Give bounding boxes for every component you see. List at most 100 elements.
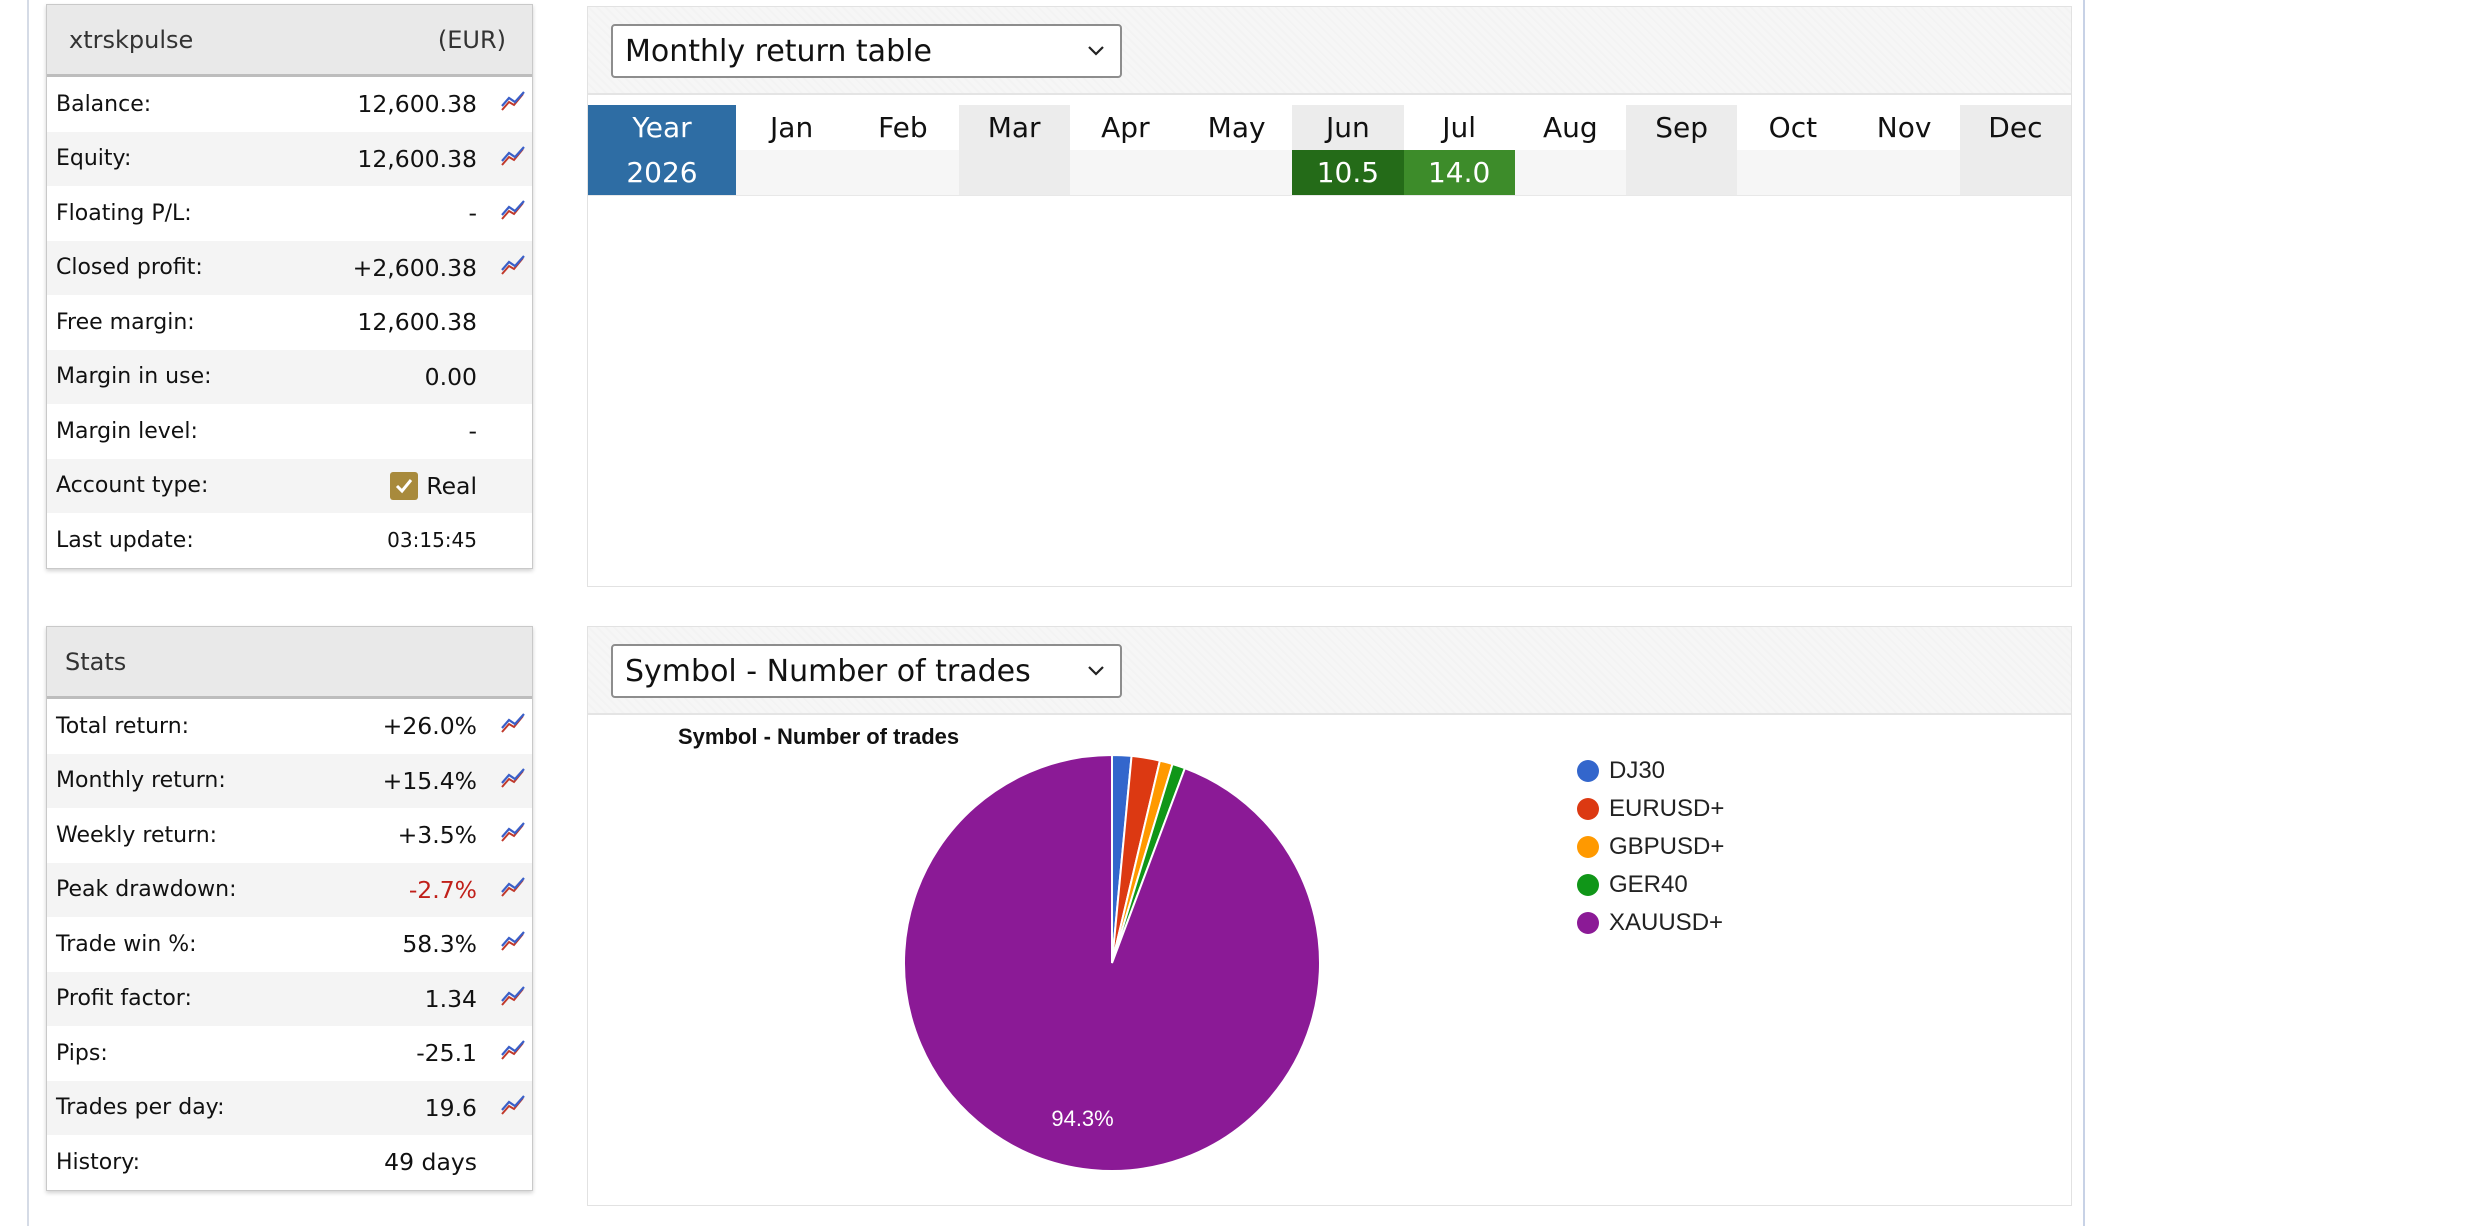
line-chart-icon[interactable] xyxy=(500,821,526,845)
account-row-label: Closed profit: xyxy=(56,255,203,281)
chevron-down-icon xyxy=(1088,666,1104,676)
account-row: Floating P/L: - xyxy=(47,186,532,241)
stats-row-label: Total return: xyxy=(56,713,190,739)
legend-item[interactable]: GBPUSD+ xyxy=(1577,828,1724,866)
account-row: Closed profit: +2,600.38 xyxy=(47,240,532,295)
account-row-label: Balance: xyxy=(56,91,152,117)
legend-item[interactable]: XAUUSD+ xyxy=(1577,904,1724,942)
stats-row-label: Trades per day: xyxy=(56,1095,225,1121)
account-type-text: Real xyxy=(426,471,477,500)
symbol-view-select-value: Symbol - Number of trades xyxy=(625,653,1031,689)
month-value-sep xyxy=(1626,150,1738,196)
month-header-sep: Sep xyxy=(1626,105,1738,150)
account-row-value: - xyxy=(468,417,477,446)
stats-row-value: +26.0% xyxy=(382,712,477,741)
month-value-jan xyxy=(736,150,848,196)
pie-chart-title: Symbol - Number of trades xyxy=(678,724,960,749)
stats-panel: Stats Total return: +26.0% Monthly return:… xyxy=(46,626,533,1191)
account-row: Equity: 12,600.38 xyxy=(47,131,532,186)
year-cell: 2026 xyxy=(588,150,736,196)
chevron-down-icon xyxy=(1088,46,1104,56)
account-panel: xtrskpulse (EUR) Balance: 12,600.38 Equity… xyxy=(46,4,533,569)
line-chart-icon[interactable] xyxy=(500,712,526,736)
stats-title: Stats xyxy=(65,647,127,676)
legend-label: DJ30 xyxy=(1609,757,1666,784)
stats-row-value: 58.3% xyxy=(402,930,477,959)
pie-legend: DJ30 EURUSD+ GBPUSD+ GER40 XAUUSD+ xyxy=(1577,752,1724,942)
month-header-aug: Aug xyxy=(1543,111,1598,144)
account-name: xtrskpulse xyxy=(69,25,194,54)
legend-item[interactable]: EURUSD+ xyxy=(1577,790,1724,828)
page-frame-left xyxy=(27,0,29,1226)
legend-swatch xyxy=(1577,912,1599,934)
monthly-view-select-value: Monthly return table xyxy=(625,33,932,69)
pie-chart: 94.3% xyxy=(903,753,1321,1172)
stats-row-value: 1.34 xyxy=(424,984,477,1013)
month-header-apr: Apr xyxy=(1101,111,1150,144)
legend-item[interactable]: DJ30 xyxy=(1577,752,1724,790)
pie-slice-xauusd[interactable] xyxy=(903,753,1321,1172)
account-row-label: Last update: xyxy=(56,527,194,553)
monthly-view-select[interactable]: Monthly return table xyxy=(611,24,1122,78)
account-row-label: Margin level: xyxy=(56,418,198,444)
line-chart-icon[interactable] xyxy=(500,145,526,169)
month-header-jul: Jul xyxy=(1442,111,1477,144)
legend-swatch xyxy=(1577,836,1599,858)
month-header-jan: Jan xyxy=(770,111,814,144)
account-row: Account type: Real xyxy=(47,458,532,513)
account-row-value: 0.00 xyxy=(424,362,477,391)
line-chart-icon[interactable] xyxy=(500,1039,526,1063)
line-chart-icon[interactable] xyxy=(500,199,526,223)
pie-data-label: 94.3% xyxy=(1051,1106,1113,1131)
line-chart-icon[interactable] xyxy=(500,254,526,278)
account-type-value: Real xyxy=(390,471,477,500)
stats-row: Peak drawdown: -2.7% xyxy=(47,862,532,917)
month-header-feb: Feb xyxy=(878,111,928,144)
stats-row-label: Pips: xyxy=(56,1040,108,1066)
legend-item[interactable]: GER40 xyxy=(1577,866,1724,904)
account-row-value: 03:15:45 xyxy=(387,528,477,553)
month-value-nov xyxy=(1848,150,1960,196)
account-row-value: 12,600.38 xyxy=(357,144,477,173)
stats-row-label: Peak drawdown: xyxy=(56,877,237,903)
year-column-header: Year xyxy=(588,105,736,150)
stats-row-value: 19.6 xyxy=(424,1093,477,1122)
stats-row-label: Weekly return: xyxy=(56,822,218,848)
stats-row-value: +15.4% xyxy=(382,766,477,795)
legend-label: XAUUSD+ xyxy=(1609,909,1724,936)
month-value-jun: 10.5 xyxy=(1292,150,1404,196)
stats-row-value: -25.1 xyxy=(416,1039,477,1068)
account-row-value: 12,600.38 xyxy=(357,308,477,337)
stats-row-label: Profit factor: xyxy=(56,986,192,1012)
symbol-view-select[interactable]: Symbol - Number of trades xyxy=(611,644,1122,698)
line-chart-icon[interactable] xyxy=(500,90,526,114)
line-chart-icon[interactable] xyxy=(500,1094,526,1118)
symbol-widget-header: Symbol - Number of trades xyxy=(588,627,2071,715)
account-row: Balance: 12,600.38 xyxy=(47,77,532,132)
stats-row-value: 49 days xyxy=(384,1148,477,1177)
monthly-return-widget: Monthly return table Year Jan Feb Mar Apr Ma… xyxy=(587,6,2072,587)
line-chart-icon[interactable] xyxy=(500,930,526,954)
account-currency: (EUR) xyxy=(437,25,506,54)
account-row-value: - xyxy=(468,199,477,228)
account-row: Margin level: - xyxy=(47,404,532,459)
line-chart-icon[interactable] xyxy=(500,985,526,1009)
month-value-mar xyxy=(958,150,1070,196)
stats-row: Pips: -25.1 xyxy=(47,1026,532,1081)
account-row: Margin in use: 0.00 xyxy=(47,349,532,404)
monthly-return-table: Year Jan Feb Mar Apr May Jun Jul Aug Sep Oct Nov De… xyxy=(588,105,2071,196)
line-chart-icon[interactable] xyxy=(500,767,526,791)
month-value-oct xyxy=(1737,150,1849,196)
stats-rows: Total return: +26.0% Monthly return: +15.4%… xyxy=(47,699,532,1190)
stats-row: Trade win %: 58.3% xyxy=(47,917,532,972)
month-value-may xyxy=(1181,150,1293,196)
month-header-dec: Dec xyxy=(1959,105,2071,150)
stats-row: Weekly return: +3.5% xyxy=(47,808,532,863)
stats-row-label: Monthly return: xyxy=(56,768,226,794)
line-chart-icon[interactable] xyxy=(500,876,526,900)
account-row-value: +2,600.38 xyxy=(352,253,477,282)
stats-row: Profit factor: 1.34 xyxy=(47,971,532,1026)
month-value-feb xyxy=(847,150,959,196)
month-value-jul: 14.0 xyxy=(1403,150,1515,196)
symbol-trades-widget: Symbol - Number of trades xyxy=(587,626,2072,1206)
